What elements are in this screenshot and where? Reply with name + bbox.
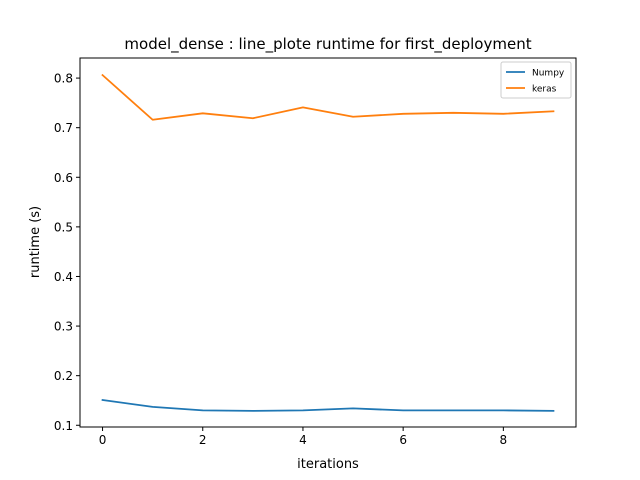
x-axis-label: iterations (297, 457, 359, 472)
legend: Numpy keras (500, 61, 572, 99)
series-line-numpy (101, 398, 555, 412)
plot-area (79, 57, 577, 428)
plot-frame (79, 57, 577, 428)
y-tick-label: 0.8 (54, 72, 73, 86)
x-tick-label: 0 (99, 433, 107, 447)
y-tick-label: 0.7 (54, 121, 73, 135)
legend-box (500, 61, 572, 99)
x-tick-label: 6 (399, 433, 407, 447)
series-line-keras (101, 73, 555, 121)
y-tick-label: 0.1 (54, 419, 73, 433)
y-axis: 0.1 0.2 0.3 0.4 0.5 0.6 0.7 0.8 (54, 72, 80, 433)
chart-title: model_dense : line_plote runtime for fir… (124, 35, 531, 54)
y-tick-label: 0.6 (54, 171, 73, 185)
plot-background (80, 58, 576, 427)
y-axis-label: runtime (s) (28, 206, 43, 278)
legend-label: keras (532, 85, 557, 95)
y-tick-label: 0.3 (54, 320, 73, 334)
y-tick-label: 0.4 (54, 270, 73, 284)
x-tick-label: 4 (299, 433, 307, 447)
x-axis: 0 2 4 6 8 (99, 427, 507, 447)
y-tick-label: 0.5 (54, 220, 73, 234)
x-tick-label: 8 (500, 433, 508, 447)
series-layer (101, 73, 555, 412)
y-tick-label: 0.2 (54, 369, 73, 383)
x-tick-label: 2 (199, 433, 207, 447)
legend-label: Numpy (532, 69, 565, 79)
